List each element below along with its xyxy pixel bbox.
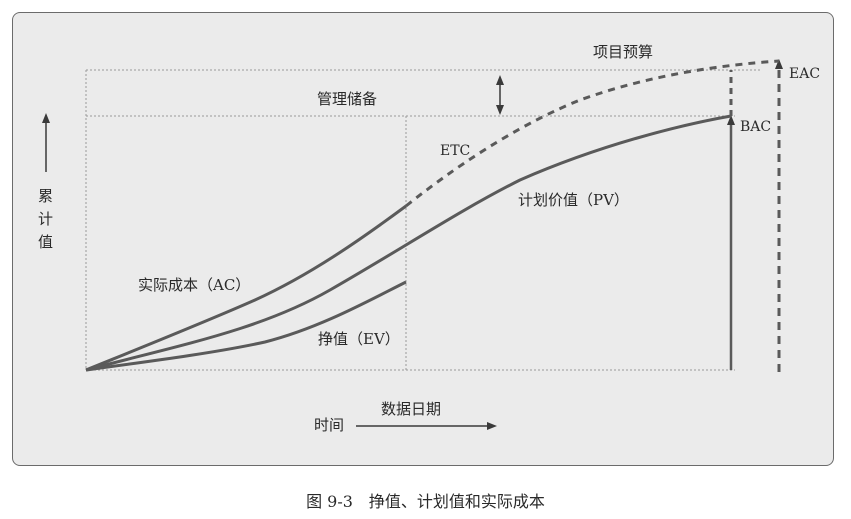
eac-label: EAC: [789, 66, 820, 82]
y-axis-char-3: 值: [38, 233, 53, 251]
bac-label: BAC: [740, 119, 771, 135]
figure-caption: 图 9-3 挣值、计划值和实际成本: [306, 492, 545, 511]
ev-label: 挣值（EV）: [318, 330, 400, 348]
pv-label: 计划价值（PV）: [518, 191, 629, 209]
figure-frame: [12, 12, 834, 466]
etc-dashed-curve: [405, 59, 780, 208]
project-budget-label: 项目预算: [593, 43, 653, 61]
etc-label: ETC: [440, 143, 470, 159]
ac-curve: [85, 204, 407, 372]
grid-lines: [85, 69, 760, 371]
ev-curve: [85, 280, 407, 372]
time-label: 时间: [314, 416, 344, 434]
data-date-label: 数据日期: [381, 400, 441, 418]
pv-curve: [85, 114, 732, 372]
management-reserve-label: 管理储备: [317, 90, 377, 108]
y-axis-char-2: 计: [38, 210, 53, 228]
ac-label: 实际成本（AC）: [138, 276, 250, 294]
y-axis-char-1: 累: [38, 187, 53, 205]
